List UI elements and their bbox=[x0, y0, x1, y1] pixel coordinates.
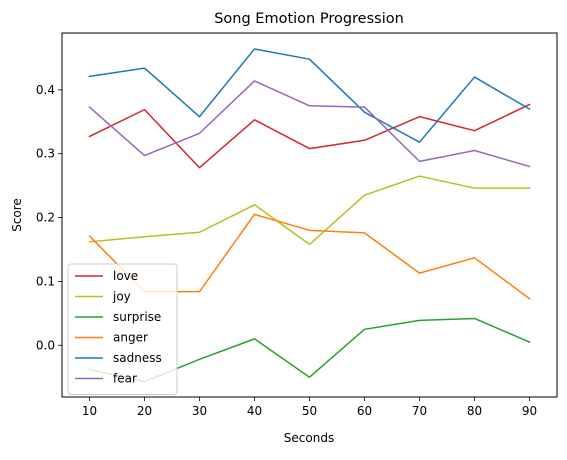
x-tick-label: 70 bbox=[412, 404, 427, 418]
x-tick-label: 40 bbox=[247, 404, 262, 418]
x-tick-label: 90 bbox=[522, 404, 537, 418]
legend-label-love: love bbox=[113, 269, 138, 283]
y-tick-label: 0.1 bbox=[36, 274, 55, 288]
x-tick-label: 80 bbox=[467, 404, 482, 418]
x-tick-label: 20 bbox=[137, 404, 152, 418]
y-axis-title: Score bbox=[10, 198, 24, 232]
series-line-fear bbox=[88, 80, 531, 168]
x-axis-title: Seconds bbox=[284, 431, 334, 445]
series-line-joy bbox=[88, 175, 531, 246]
y-tick-label: 0.2 bbox=[36, 211, 55, 225]
x-axis: 10 20 30 40 50 60 70 80 90 bbox=[82, 397, 537, 418]
series-line-love bbox=[88, 103, 531, 169]
y-axis: 0.0 0.1 0.2 0.3 0.4 bbox=[36, 83, 62, 352]
legend-label-sadness: sadness bbox=[113, 351, 162, 365]
x-tick-label: 10 bbox=[82, 404, 97, 418]
y-tick-label: 0.3 bbox=[36, 147, 55, 161]
legend-label-joy: joy bbox=[112, 290, 131, 304]
legend-label-anger: anger bbox=[113, 331, 148, 345]
legend-label-fear: fear bbox=[113, 372, 137, 386]
x-tick-label: 60 bbox=[357, 404, 372, 418]
x-tick-label: 50 bbox=[302, 404, 317, 418]
x-tick-label: 30 bbox=[192, 404, 207, 418]
legend-label-surprise: surprise bbox=[113, 310, 161, 324]
y-tick-label: 0.4 bbox=[36, 83, 55, 97]
legend: love joy surprise anger sadness fear bbox=[67, 263, 178, 395]
chart-title: Song Emotion Progression bbox=[214, 11, 404, 27]
y-tick-label: 0.0 bbox=[36, 338, 55, 352]
series-line-sadness bbox=[88, 48, 531, 143]
